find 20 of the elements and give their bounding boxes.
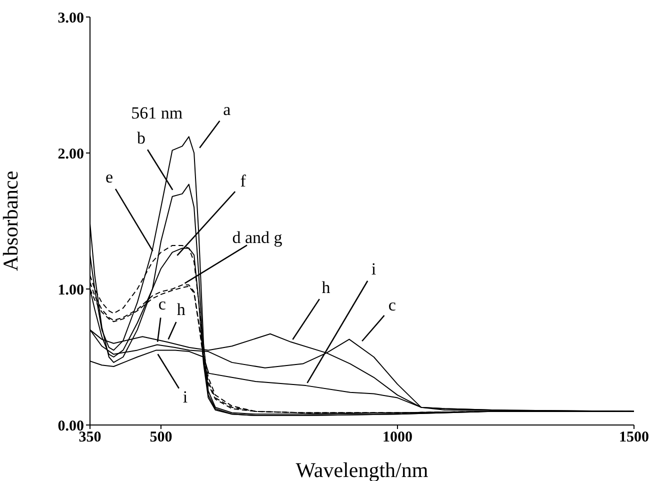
y-tick-label: 2.00 [58, 146, 84, 162]
x-tick-label: 1500 [619, 430, 649, 446]
y-tick-label: 1.00 [58, 282, 84, 298]
annotation: i [371, 259, 376, 278]
annotation: e [106, 168, 114, 187]
annotation: h [176, 300, 186, 319]
annotation: b [136, 128, 146, 148]
annotation: i [182, 387, 188, 406]
annotation: c [158, 294, 166, 314]
annotation: f [240, 172, 246, 191]
x-tick-label: 350 [78, 430, 102, 446]
x-tick-label: 500 [150, 430, 172, 446]
annotation: d and g [232, 228, 283, 247]
annotation: h [322, 278, 331, 297]
x-tick-label: 1000 [382, 430, 412, 446]
y-tick-label: 3.00 [58, 10, 84, 26]
annotation: 561 nm [131, 104, 183, 123]
annotation: c [388, 295, 396, 314]
annotation: a [223, 100, 232, 120]
y-axis-title: Absorbance [0, 170, 22, 272]
